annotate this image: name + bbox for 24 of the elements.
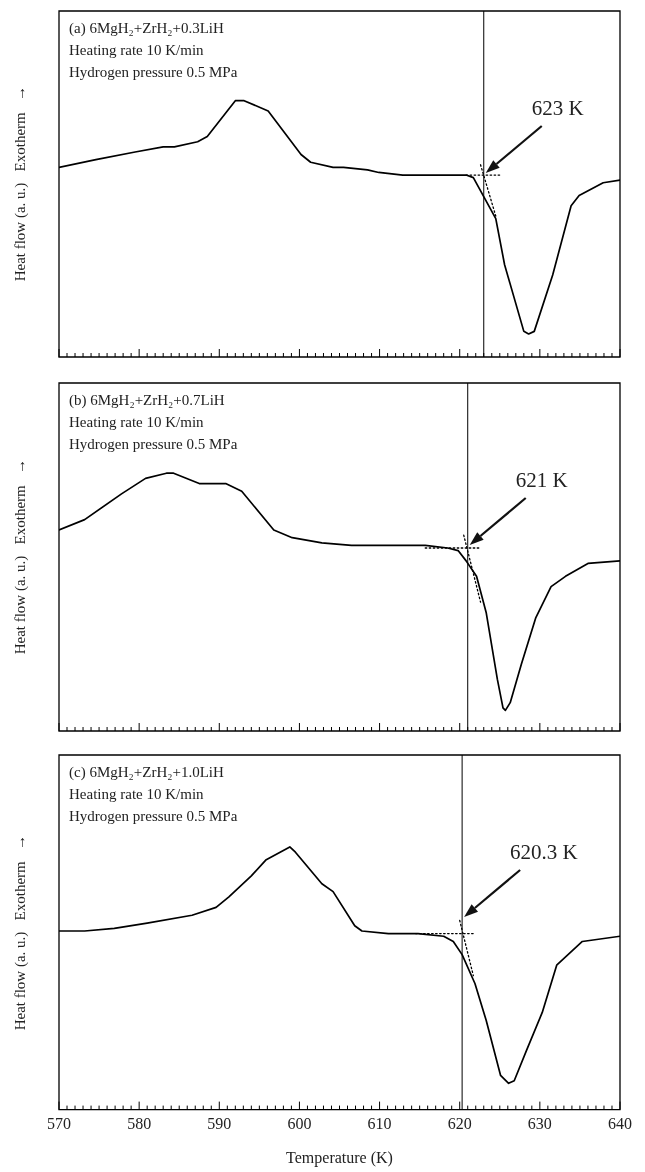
text: Hydrogen pressure 0.5 MPa — [69, 63, 238, 82]
text: Hydrogen pressure 0.5 MPa — [69, 807, 238, 826]
y-axis-title: Heat flow (a. u.) Exotherm → — [12, 86, 29, 282]
x-tick-label: 630 — [527, 1115, 552, 1133]
ref-line-label: 623 K — [531, 96, 584, 121]
y-axis-title: Heat flow (a. u.) Exotherm → — [12, 459, 29, 655]
x-tick-label: 590 — [207, 1115, 232, 1133]
x-tick-label: 620 — [447, 1115, 472, 1133]
ref-line-label: 620.3 K — [510, 840, 578, 865]
y-axis-title: Heat flow (a. u.) Exotherm → — [12, 834, 29, 1030]
x-tick-label: 570 — [47, 1115, 71, 1133]
ref-line-label: 621 K — [515, 468, 568, 493]
x-axis-title: Temperature (K) — [286, 1148, 393, 1167]
chart-title: (c) 6MgH₂+ZrH₂+1.0LiH — [69, 763, 225, 782]
x-tick-label: 580 — [127, 1115, 152, 1133]
x-tick-label: 600 — [287, 1115, 312, 1133]
chart-subtitle: Heating rate 10 K/min — [69, 785, 205, 804]
chart-title: (a) 6MgH₂+ZrH₂+0.3LiH — [69, 19, 225, 38]
x-tick-label: 640 — [608, 1115, 632, 1133]
chart-title: (b) 6MgH₂+ZrH₂+0.7LiH — [69, 391, 226, 410]
text: Hydrogen pressure 0.5 MPa — [69, 435, 238, 454]
chart-subtitle: Heating rate 10 K/min — [69, 413, 205, 432]
x-tick-label: 610 — [367, 1115, 392, 1133]
chart-subtitle: Heating rate 10 K/min — [69, 41, 205, 60]
